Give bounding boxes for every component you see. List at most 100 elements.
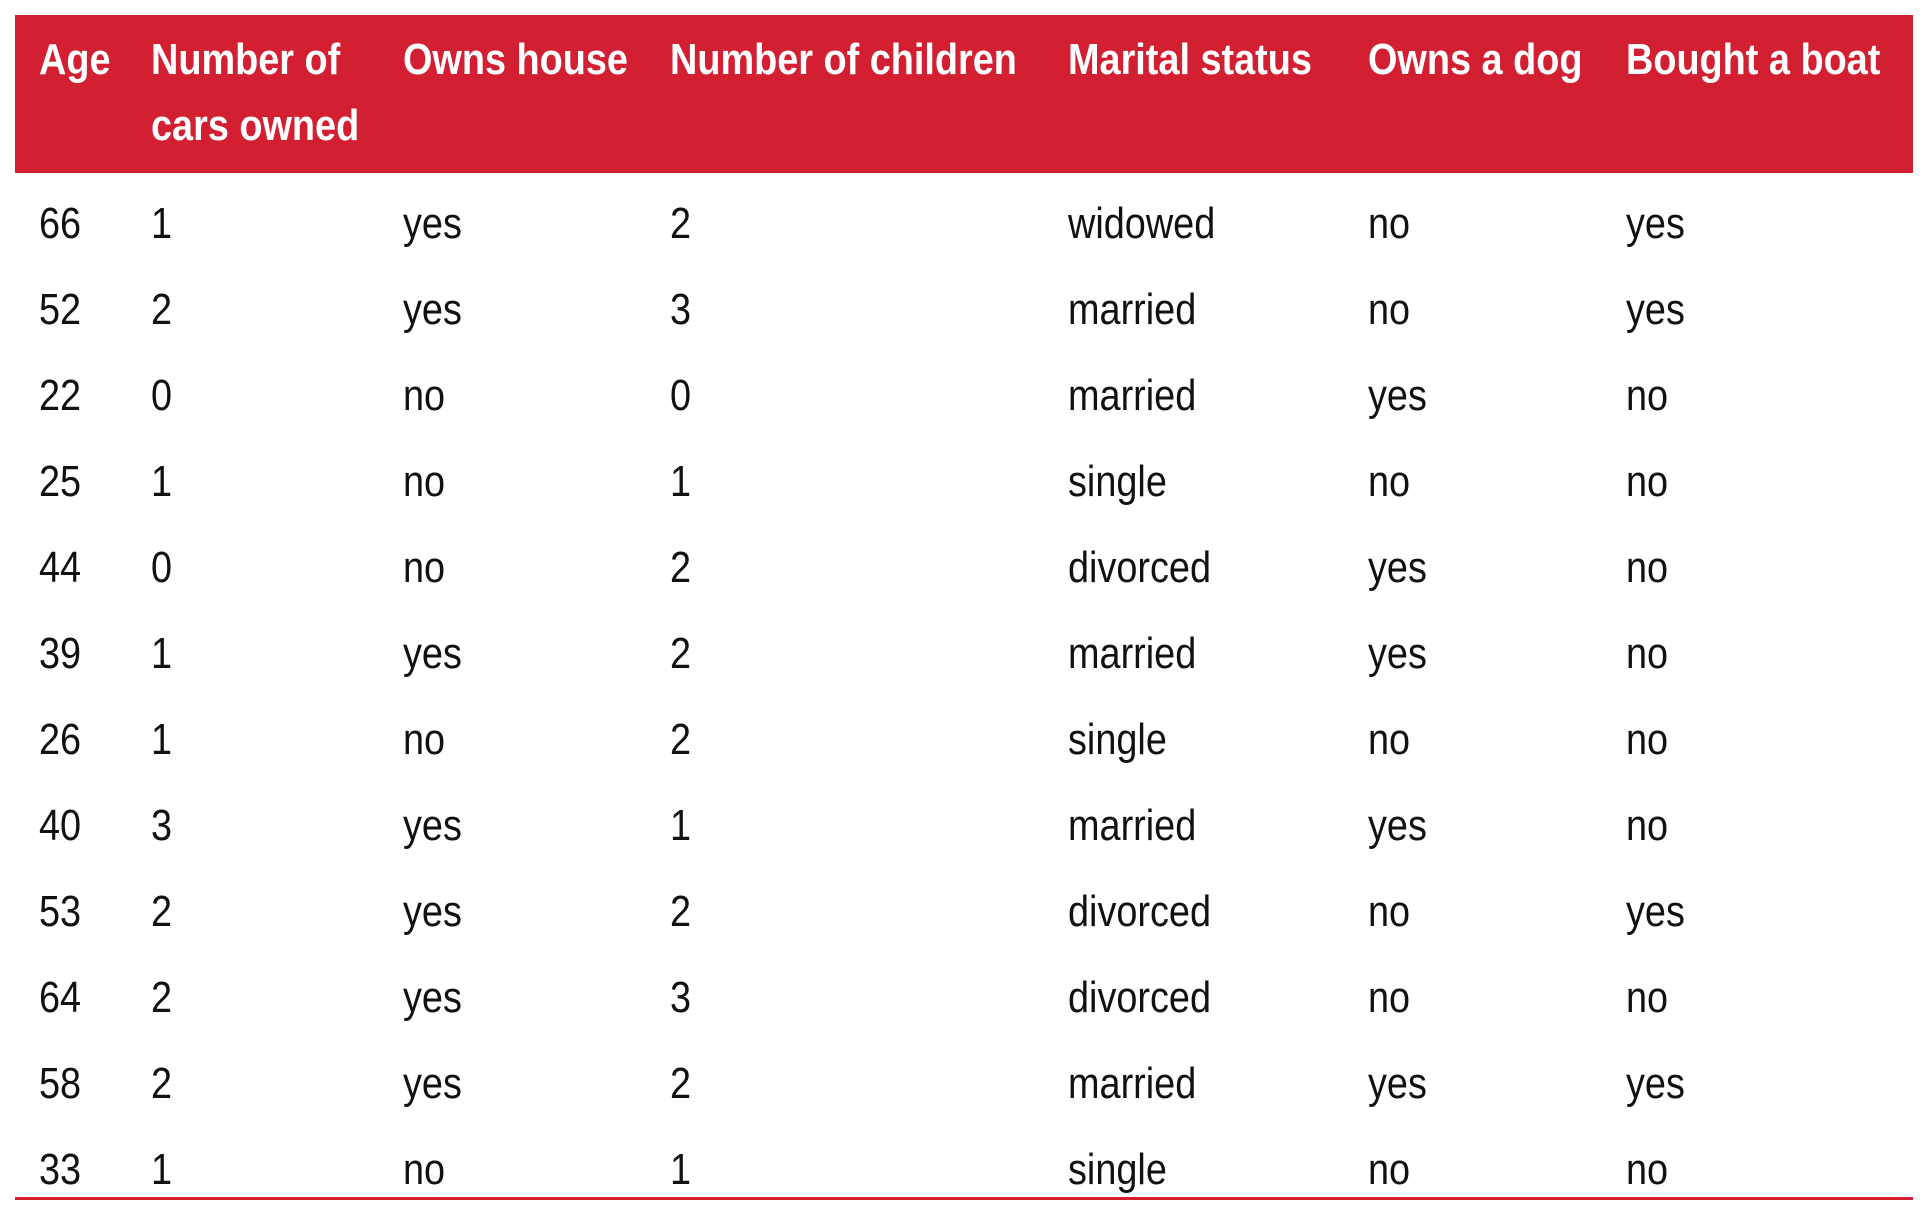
header-bought-boat: Bought a boat xyxy=(1626,15,1913,173)
cell-cars-owned: 1 xyxy=(151,611,403,697)
table-header: Age Number of cars owned Owns house Numb… xyxy=(15,15,1913,173)
header-age-label: Age xyxy=(39,35,111,84)
cell-owns-house-value: yes xyxy=(403,629,462,678)
cell-cars-owned-value: 1 xyxy=(151,1145,173,1194)
cell-marital-status: divorced xyxy=(1068,869,1368,955)
table-row: 66 1 yes 2 widowed no yes xyxy=(15,181,1913,267)
header-owns-dog-label: Owns a dog xyxy=(1368,35,1583,84)
cell-age: 33 xyxy=(15,1127,151,1213)
cell-marital-status-value: divorced xyxy=(1068,973,1212,1022)
cell-bought-boat-value: no xyxy=(1626,715,1669,764)
cell-age-value: 40 xyxy=(39,801,82,850)
cell-owns-dog: no xyxy=(1368,181,1626,267)
cell-number-of-children-value: 1 xyxy=(670,801,692,850)
cell-bought-boat-value: yes xyxy=(1626,285,1685,334)
cell-number-of-children: 2 xyxy=(670,1041,1068,1127)
table-row: 44 0 no 2 divorced yes no xyxy=(15,525,1913,611)
cell-cars-owned-value: 0 xyxy=(151,371,173,420)
header-cars-owned-line2: cars owned xyxy=(151,101,360,150)
cell-number-of-children: 2 xyxy=(670,611,1068,697)
cell-marital-status: single xyxy=(1068,697,1368,783)
cell-marital-status-value: married xyxy=(1068,1059,1197,1108)
cell-marital-status-value: divorced xyxy=(1068,543,1212,592)
cell-owns-dog-value: no xyxy=(1368,457,1411,506)
cell-owns-house-value: no xyxy=(403,1145,446,1194)
cell-cars-owned-value: 1 xyxy=(151,629,173,678)
cell-cars-owned-value: 0 xyxy=(151,543,173,592)
cell-number-of-children: 1 xyxy=(670,439,1068,525)
cell-owns-house-value: yes xyxy=(403,887,462,936)
header-owns-house-label: Owns house xyxy=(403,35,628,84)
cell-age: 40 xyxy=(15,783,151,869)
cell-marital-status: single xyxy=(1068,1127,1368,1213)
cell-marital-status: divorced xyxy=(1068,955,1368,1041)
cell-number-of-children: 2 xyxy=(670,869,1068,955)
table-row: 22 0 no 0 married yes no xyxy=(15,353,1913,439)
cell-cars-owned: 0 xyxy=(151,525,403,611)
cell-age-value: 33 xyxy=(39,1145,82,1194)
cell-marital-status-value: single xyxy=(1068,457,1167,506)
cell-cars-owned: 3 xyxy=(151,783,403,869)
cell-bought-boat-value: yes xyxy=(1626,887,1685,936)
cell-owns-house: yes xyxy=(403,869,670,955)
cell-age-value: 22 xyxy=(39,371,82,420)
cell-owns-house-value: yes xyxy=(403,801,462,850)
cell-cars-owned: 1 xyxy=(151,1127,403,1213)
table-bottom-rule xyxy=(15,1197,1913,1200)
cell-owns-dog: yes xyxy=(1368,353,1626,439)
cell-bought-boat: yes xyxy=(1626,267,1913,353)
cell-marital-status: married xyxy=(1068,611,1368,697)
cell-number-of-children-value: 1 xyxy=(670,1145,692,1194)
header-number-of-children: Number of children xyxy=(670,15,1068,173)
cell-marital-status: single xyxy=(1068,439,1368,525)
cell-bought-boat: yes xyxy=(1626,1041,1913,1127)
table-row: 52 2 yes 3 married no yes xyxy=(15,267,1913,353)
cell-bought-boat: no xyxy=(1626,1127,1913,1213)
cell-number-of-children-value: 0 xyxy=(670,371,692,420)
cell-marital-status: married xyxy=(1068,353,1368,439)
cell-owns-dog: no xyxy=(1368,955,1626,1041)
cell-age: 53 xyxy=(15,869,151,955)
cell-owns-dog-value: yes xyxy=(1368,371,1427,420)
cell-number-of-children: 2 xyxy=(670,697,1068,783)
cell-number-of-children-value: 3 xyxy=(670,285,692,334)
cell-age: 44 xyxy=(15,525,151,611)
cell-owns-house: yes xyxy=(403,267,670,353)
cell-owns-dog: no xyxy=(1368,697,1626,783)
cell-owns-house-value: yes xyxy=(403,199,462,248)
cell-marital-status-value: single xyxy=(1068,715,1167,764)
cell-number-of-children: 3 xyxy=(670,267,1068,353)
cell-owns-house-value: no xyxy=(403,371,446,420)
cell-cars-owned-value: 1 xyxy=(151,715,173,764)
cell-age: 66 xyxy=(15,181,151,267)
cell-number-of-children-value: 2 xyxy=(670,715,692,764)
cell-marital-status: widowed xyxy=(1068,181,1368,267)
header-cars-owned: Number of cars owned xyxy=(151,15,403,173)
cell-number-of-children: 3 xyxy=(670,955,1068,1041)
spacer-row xyxy=(15,173,1913,181)
cell-owns-dog-value: yes xyxy=(1368,801,1427,850)
header-owns-house: Owns house xyxy=(403,15,670,173)
cell-owns-house: no xyxy=(403,697,670,783)
cell-number-of-children-value: 2 xyxy=(670,543,692,592)
header-row: Age Number of cars owned Owns house Numb… xyxy=(15,15,1913,173)
cell-owns-house: no xyxy=(403,353,670,439)
cell-owns-house: yes xyxy=(403,181,670,267)
header-bought-boat-label: Bought a boat xyxy=(1626,35,1881,84)
cell-owns-house-value: no xyxy=(403,457,446,506)
table-row: 25 1 no 1 single no no xyxy=(15,439,1913,525)
cell-marital-status: married xyxy=(1068,267,1368,353)
header-cars-owned-line1: Number of xyxy=(151,35,341,84)
cell-owns-dog: no xyxy=(1368,869,1626,955)
cell-age: 52 xyxy=(15,267,151,353)
table-row: 39 1 yes 2 married yes no xyxy=(15,611,1913,697)
cell-age-value: 52 xyxy=(39,285,82,334)
cell-bought-boat-value: no xyxy=(1626,543,1669,592)
cell-marital-status-value: married xyxy=(1068,629,1197,678)
cell-number-of-children-value: 2 xyxy=(670,629,692,678)
cell-bought-boat: no xyxy=(1626,783,1913,869)
cell-age: 39 xyxy=(15,611,151,697)
cell-owns-house-value: yes xyxy=(403,1059,462,1108)
cell-bought-boat: no xyxy=(1626,525,1913,611)
cell-bought-boat-value: no xyxy=(1626,973,1669,1022)
